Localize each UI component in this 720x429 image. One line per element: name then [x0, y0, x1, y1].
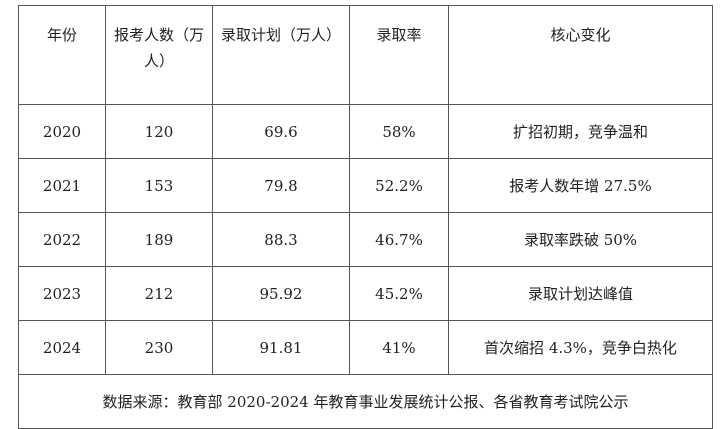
table-cell: 2020 [18, 104, 106, 159]
table-cell: 45.2% [349, 266, 449, 321]
table-cell: 2023 [18, 266, 106, 321]
table-cell: 2022 [18, 212, 106, 267]
header-cell: 录取率 [349, 5, 449, 105]
table-cell: 91.81 [212, 320, 350, 375]
table-cell: 录取率跌破 50% [448, 212, 713, 267]
table-row: 2022 189 88.3 46.7% 录取率跌破 50% [18, 212, 713, 267]
footer-note: 数据来源：教育部 2020-2024 年教育事业发展统计公报、各省教育考试院公示 [18, 374, 713, 429]
table-cell: 首次缩招 4.3%，竞争白热化 [448, 320, 713, 375]
table-cell: 95.92 [212, 266, 350, 321]
table-cell: 69.6 [212, 104, 350, 159]
table-row: 2021 153 79.8 52.2% 报考人数年增 27.5% [18, 158, 713, 213]
header-cell: 报考人数（万人） [105, 5, 213, 105]
header-cell: 核心变化 [448, 5, 713, 105]
table-cell: 41% [349, 320, 449, 375]
table-cell: 88.3 [212, 212, 350, 267]
table-cell: 79.8 [212, 158, 350, 213]
table-cell: 报考人数年增 27.5% [448, 158, 713, 213]
table-cell: 52.2% [349, 158, 449, 213]
table-cell: 46.7% [349, 212, 449, 267]
footer-row: 数据来源：教育部 2020-2024 年教育事业发展统计公报、各省教育考试院公示 [18, 374, 713, 429]
table-cell: 58% [349, 104, 449, 159]
header-cell: 年份 [18, 5, 106, 105]
table-cell: 录取计划达峰值 [448, 266, 713, 321]
table-row: 2020 120 69.6 58% 扩招初期，竞争温和 [18, 104, 713, 159]
data-table: 年份 报考人数（万人） 录取计划（万人） 录取率 核心变化 2020 120 69.6 58%… [18, 5, 713, 429]
table-cell: 2021 [18, 158, 106, 213]
table-cell: 189 [105, 212, 213, 267]
table-cell: 扩招初期，竞争温和 [448, 104, 713, 159]
table-body: 2020 120 69.6 58% 扩招初期，竞争温和 2021 153 79.8 52.2% 报… [18, 104, 713, 429]
table-cell: 120 [105, 104, 213, 159]
table-header: 年份 报考人数（万人） 录取计划（万人） 录取率 核心变化 [18, 5, 713, 105]
header-cell: 录取计划（万人） [212, 5, 350, 105]
table-row: 2024 230 91.81 41% 首次缩招 4.3%，竞争白热化 [18, 320, 713, 375]
table-cell: 212 [105, 266, 213, 321]
table-cell: 2024 [18, 320, 106, 375]
table-cell: 153 [105, 158, 213, 213]
table-cell: 230 [105, 320, 213, 375]
page: {"table": { "header": ["年份", "报考人数（万人）",… [18, 5, 713, 429]
page-body: 年份 报考人数（万人） 录取计划（万人） 录取率 核心变化 2020 120 69.6 58%… [18, 5, 713, 429]
header-row: 年份 报考人数（万人） 录取计划（万人） 录取率 核心变化 [18, 5, 713, 105]
table-row: 2023 212 95.92 45.2% 录取计划达峰值 [18, 266, 713, 321]
